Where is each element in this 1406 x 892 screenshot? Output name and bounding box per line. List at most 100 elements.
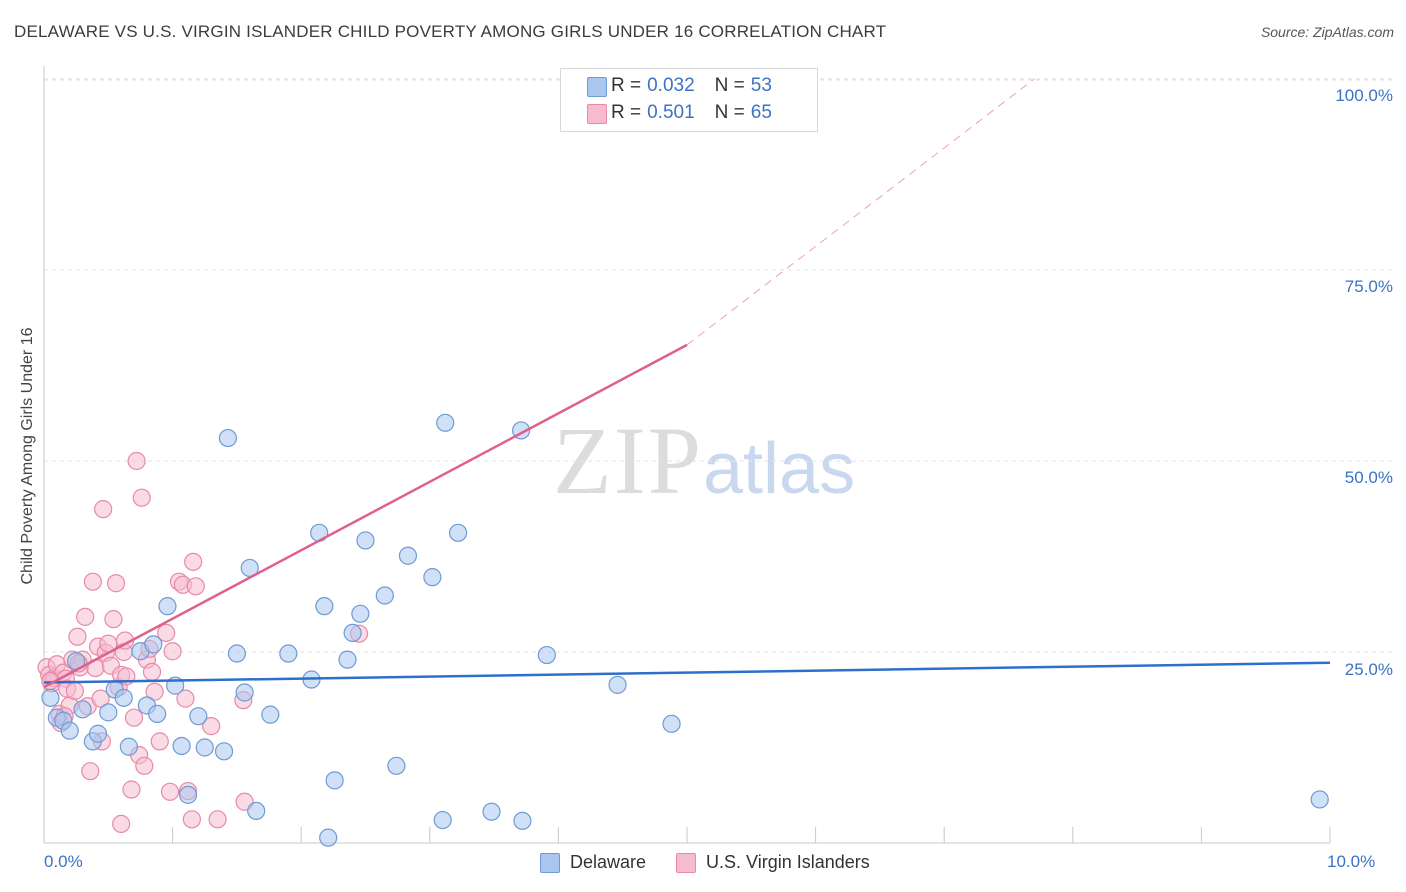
watermark-atlas: atlas — [703, 429, 856, 509]
point-usvi-12 — [65, 681, 84, 701]
watermark: ZIPatlas — [553, 405, 855, 516]
point-delaware-29 — [279, 644, 298, 663]
point-delaware-43 — [433, 810, 452, 830]
point-delaware-16 — [158, 597, 177, 616]
legend-label-usvi: U.S. Virgin Islanders — [706, 852, 870, 872]
point-usvi-18 — [81, 762, 100, 781]
point-delaware-28 — [261, 705, 280, 724]
point-usvi-38 — [127, 451, 146, 471]
point-delaware-23 — [218, 428, 237, 448]
trendline-usvi — [43, 343, 688, 689]
legend-n-label: N = — [714, 75, 745, 96]
legend-row-usvi: R = 0.501 N = 65 — [587, 101, 772, 125]
point-usvi-56 — [186, 577, 205, 596]
point-delaware-7 — [88, 724, 108, 743]
point-delaware-51 — [662, 714, 681, 733]
point-usvi-40 — [132, 488, 151, 507]
point-usvi-24 — [94, 500, 113, 519]
point-delaware-44 — [436, 413, 455, 432]
y-tick-label-25: 25.0% — [1344, 660, 1393, 679]
y-axis-label: Child Poverty Among Girls Under 16 — [19, 327, 36, 585]
point-usvi-36 — [112, 814, 131, 834]
legend-label-delaware: Delaware — [570, 852, 647, 872]
point-delaware-42 — [423, 568, 442, 587]
point-delaware-32 — [315, 597, 334, 616]
legend-r-label: R = — [611, 102, 642, 123]
point-usvi-16 — [76, 607, 95, 626]
legend-r-value: 0.032 — [647, 75, 695, 96]
point-delaware-20 — [189, 707, 208, 726]
chart-source: Source: ZipAtlas.com — [1260, 24, 1394, 40]
point-delaware-37 — [351, 604, 370, 623]
legend-n-value: 53 — [750, 75, 772, 96]
point-usvi-44 — [142, 662, 162, 681]
point-usvi-47 — [157, 623, 176, 643]
point-usvi-35 — [122, 780, 141, 799]
legend-row-delaware: R = 0.032 N = 53 — [587, 74, 772, 98]
point-usvi-57 — [202, 717, 221, 736]
point-delaware-18 — [172, 736, 191, 756]
point-delaware-11 — [119, 737, 138, 756]
point-usvi-29 — [106, 574, 126, 593]
y-tick-label-100: 100.0% — [1335, 86, 1393, 105]
point-usvi-54 — [182, 810, 201, 829]
point-delaware-52 — [1310, 790, 1329, 809]
legend-item-delaware[interactable]: Delaware — [540, 852, 646, 873]
point-delaware-3 — [60, 721, 79, 740]
point-delaware-15 — [148, 704, 167, 723]
legend-swatch-delaware — [540, 852, 560, 873]
legend-n-value: 65 — [750, 102, 772, 123]
point-delaware-27 — [247, 801, 266, 821]
point-delaware-49 — [537, 645, 556, 665]
point-delaware-19 — [178, 785, 198, 804]
x-tick-label-max: 10.0% — [1327, 852, 1376, 871]
point-delaware-48 — [513, 811, 532, 830]
point-delaware-36 — [343, 623, 362, 643]
legend-item-usvi[interactable]: U.S. Virgin Islanders — [676, 852, 870, 873]
point-delaware-14 — [144, 635, 163, 654]
point-delaware-39 — [375, 586, 394, 605]
point-usvi-58 — [208, 810, 227, 829]
stats-legend: R = 0.032 N = 53 R = 0.501 N = 65 — [560, 68, 818, 132]
legend-swatch-usvi — [676, 852, 697, 873]
legend-swatch-usvi — [587, 104, 607, 124]
legend-n-label: N = — [714, 102, 745, 123]
point-delaware-40 — [387, 756, 406, 775]
point-delaware-24 — [227, 644, 246, 663]
point-usvi-28 — [104, 610, 123, 629]
point-delaware-0 — [41, 688, 60, 707]
point-delaware-10 — [114, 688, 133, 707]
point-delaware-41 — [398, 546, 418, 565]
point-usvi-49 — [163, 642, 182, 661]
point-usvi-41 — [135, 756, 154, 775]
y-tick-label-50: 50.0% — [1344, 468, 1393, 487]
point-usvi-52 — [176, 689, 195, 708]
point-usvi-37 — [124, 708, 144, 727]
point-delaware-46 — [482, 802, 501, 821]
point-usvi-22 — [91, 689, 110, 708]
point-delaware-8 — [99, 703, 118, 722]
point-delaware-21 — [195, 738, 214, 757]
point-usvi-48 — [160, 782, 180, 801]
point-delaware-5 — [73, 700, 92, 719]
trendline-extension-usvi — [686, 78, 1035, 346]
legend-swatch-delaware — [587, 77, 607, 97]
point-delaware-50 — [608, 675, 627, 694]
point-delaware-35 — [338, 650, 357, 669]
point-usvi-19 — [83, 572, 102, 591]
legend-r-label: R = — [611, 75, 642, 96]
point-usvi-13 — [68, 627, 87, 646]
legend-r-value: 0.501 — [647, 102, 695, 123]
series-legend: Delaware U.S. Virgin Islanders — [540, 852, 900, 873]
x-tick-label-min: 0.0% — [44, 852, 83, 871]
chart-title: DELAWARE VS U.S. VIRGIN ISLANDER CHILD P… — [14, 22, 887, 41]
trendline-delaware — [43, 661, 1331, 684]
point-usvi-45 — [145, 682, 164, 701]
point-delaware-45 — [448, 523, 468, 542]
point-usvi-46 — [150, 732, 169, 751]
point-delaware-22 — [214, 742, 234, 761]
point-usvi-55 — [184, 552, 203, 571]
point-delaware-25 — [235, 683, 254, 702]
point-delaware-38 — [356, 531, 375, 550]
